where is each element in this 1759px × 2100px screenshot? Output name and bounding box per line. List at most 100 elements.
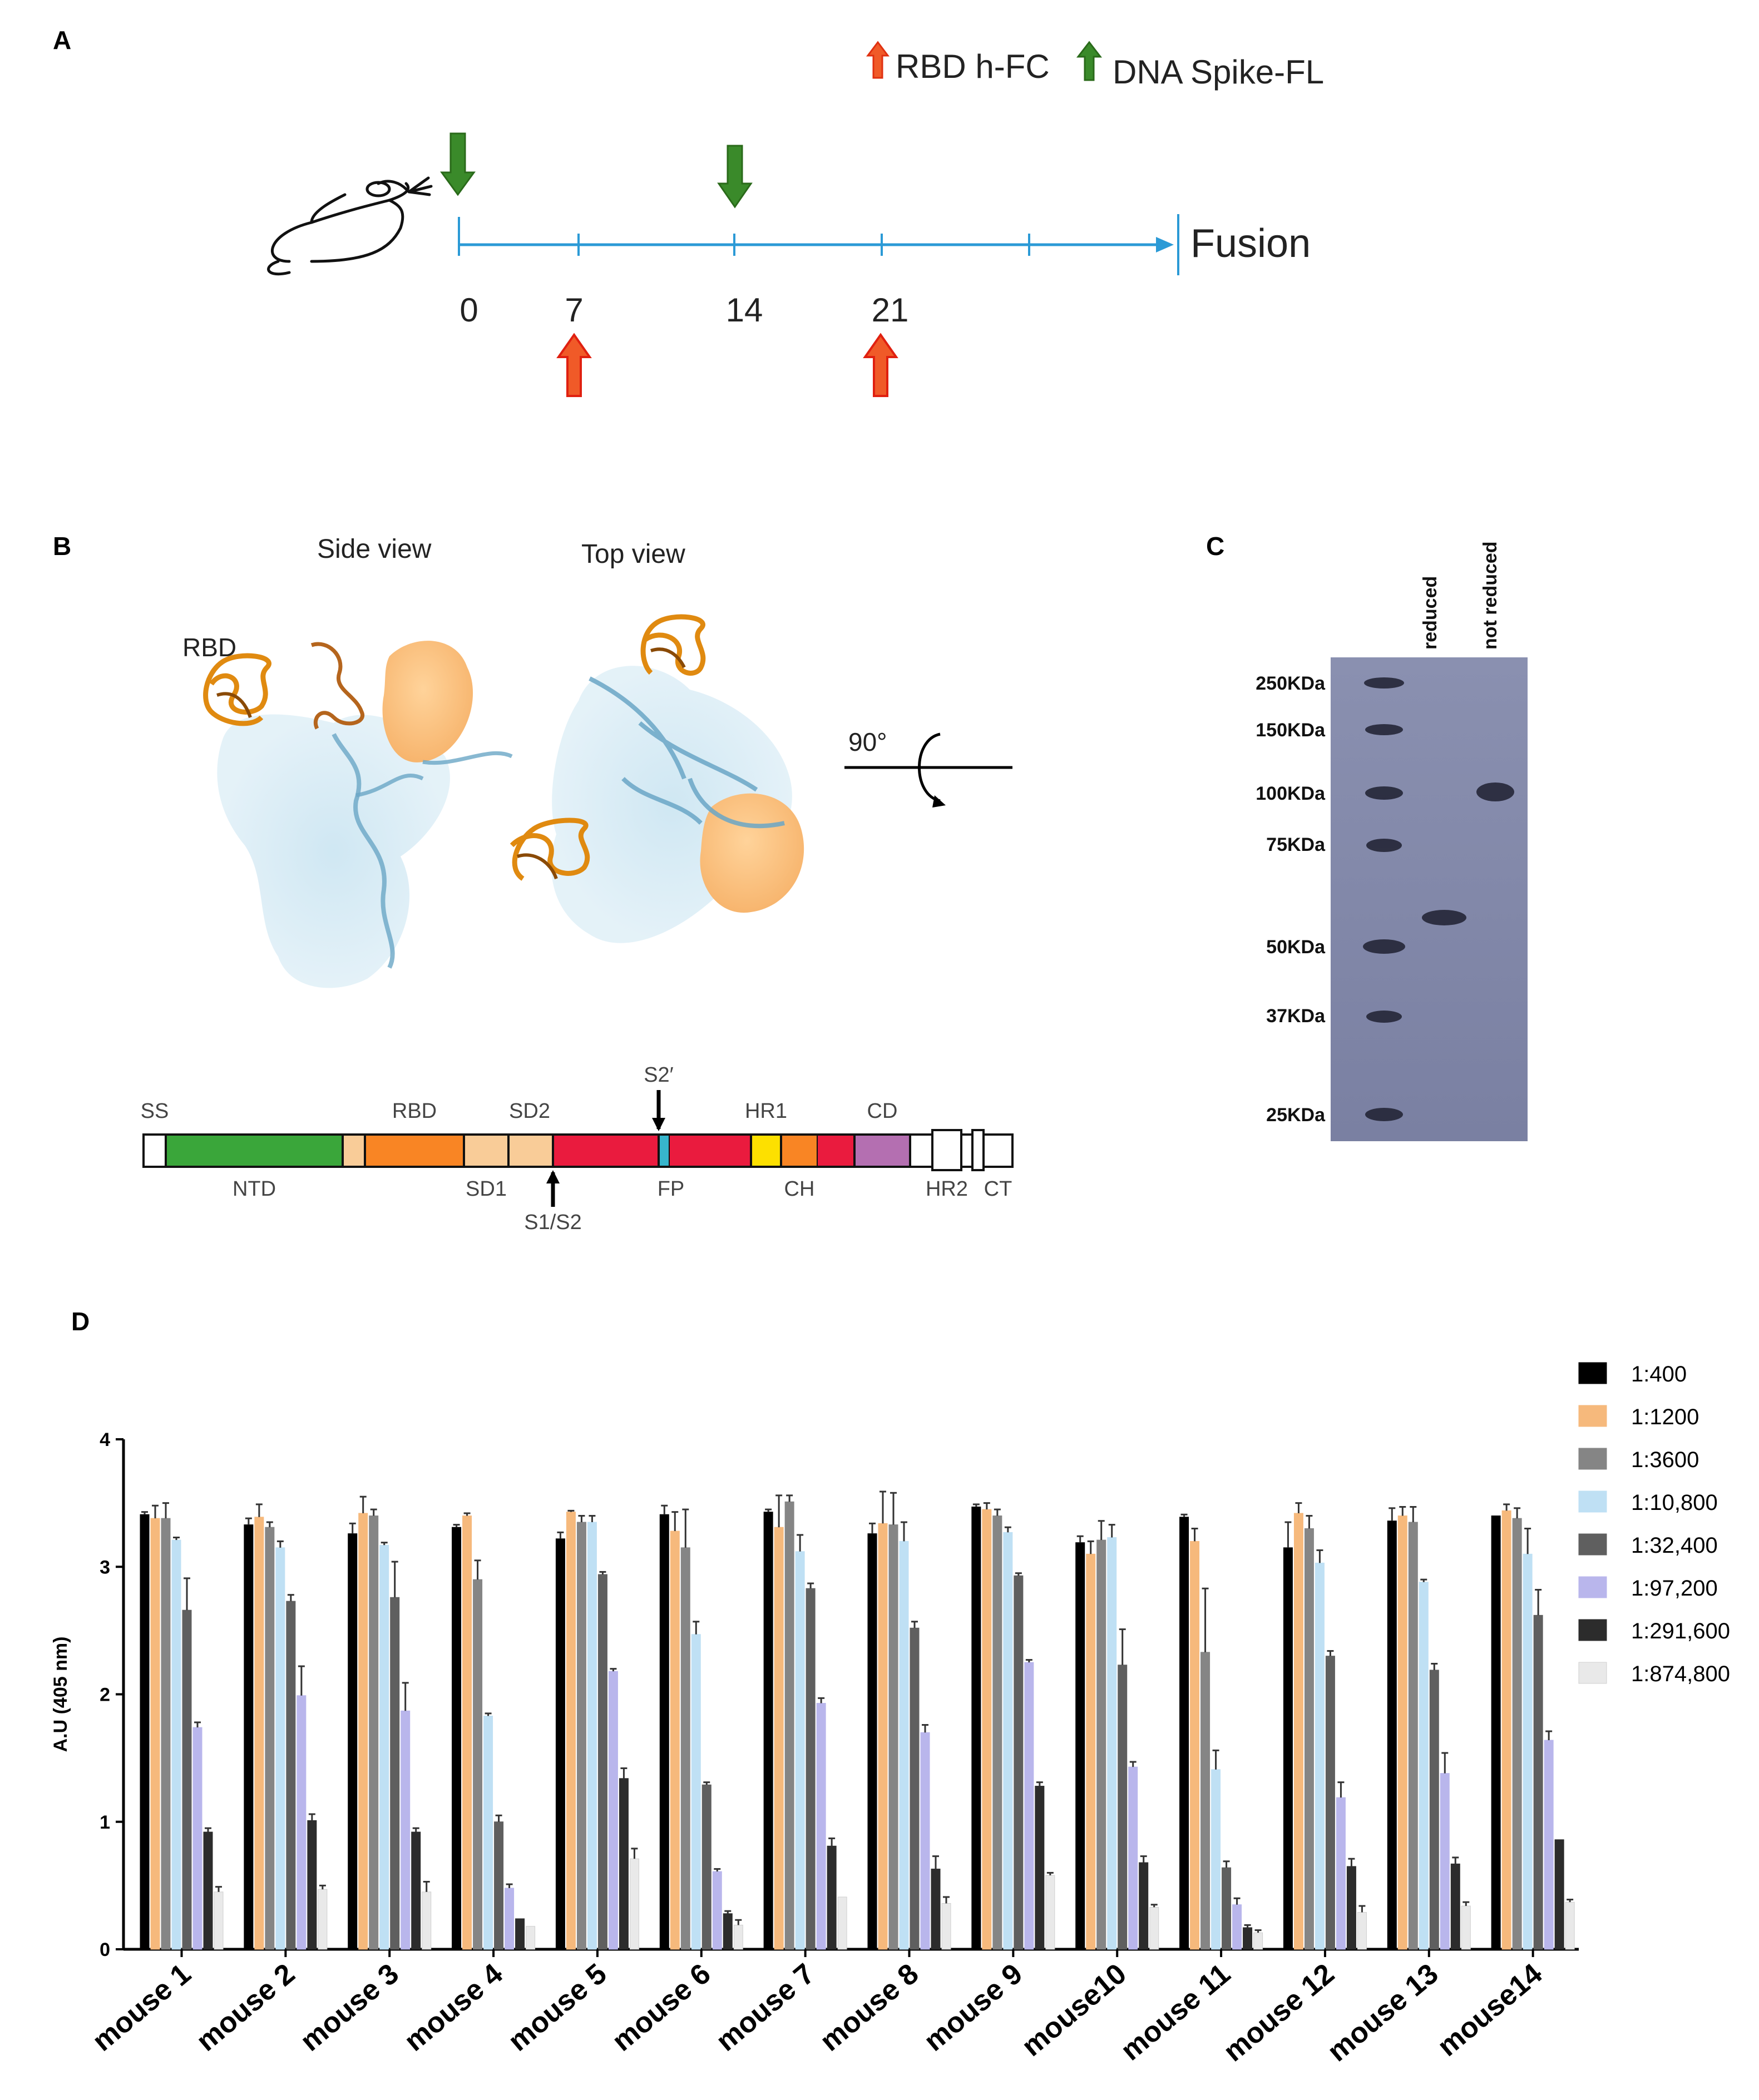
top-view-structure <box>510 614 804 943</box>
marker-label: 75KDa <box>1266 834 1326 855</box>
legend-label: 1:291,600 <box>1631 1619 1730 1643</box>
day-label: 7 <box>565 291 583 329</box>
bar <box>1533 1614 1543 1950</box>
bar <box>379 1544 389 1950</box>
bar <box>140 1514 150 1950</box>
y-tick-label: 2 <box>100 1685 110 1706</box>
bar <box>275 1547 285 1950</box>
bar <box>774 1527 784 1950</box>
bar <box>401 1710 411 1950</box>
spike-domain-map <box>142 1090 1014 1207</box>
y-tick-label: 1 <box>100 1812 110 1833</box>
rotation-label: 90° <box>848 727 887 756</box>
bar <box>670 1531 680 1950</box>
domain-label: HR1 <box>745 1099 787 1123</box>
legend-label: 1:10,800 <box>1631 1490 1718 1515</box>
bar <box>1397 1515 1407 1950</box>
panel-a-legend: RBD h-FC DNA Spike-FL <box>866 41 1324 91</box>
orange-up-arrow-icon <box>863 333 898 397</box>
bar <box>1190 1541 1200 1950</box>
bar <box>1243 1927 1253 1950</box>
domain-label: SD2 <box>509 1099 550 1123</box>
bar <box>763 1512 773 1950</box>
bar <box>941 1903 951 1950</box>
bar <box>827 1845 837 1950</box>
x-tick-label: mouse14 <box>1431 1958 1548 2063</box>
bar <box>1024 1662 1034 1950</box>
bar <box>1283 1547 1293 1950</box>
top-view-label: Top view <box>581 539 685 569</box>
bar <box>659 1514 669 1950</box>
bar <box>1565 1901 1575 1950</box>
x-tick-label: mouse 3 <box>294 1958 405 2058</box>
bar <box>837 1896 847 1950</box>
bar <box>358 1513 368 1950</box>
bar <box>910 1627 920 1950</box>
bar <box>992 1515 1002 1950</box>
bar <box>1096 1539 1106 1950</box>
domain-label: NTD <box>233 1177 276 1201</box>
bar <box>1440 1773 1450 1950</box>
x-tick-label: mouse 2 <box>190 1958 301 2058</box>
bar <box>920 1732 930 1950</box>
x-tick-label: mouse 6 <box>606 1958 717 2058</box>
bar <box>1336 1797 1346 1950</box>
legend-swatch <box>1578 1662 1607 1684</box>
domain-label: FP <box>658 1177 685 1201</box>
bar <box>265 1527 275 1950</box>
bar <box>254 1517 264 1950</box>
bar <box>1523 1553 1533 1950</box>
legend-rbd-label: RBD h-FC <box>896 48 1050 85</box>
legend-label: 1:874,800 <box>1631 1662 1730 1686</box>
bar <box>1222 1867 1232 1950</box>
bar <box>712 1871 722 1950</box>
bar <box>297 1695 307 1950</box>
legend-label: 1:1200 <box>1631 1405 1699 1429</box>
legend-swatch <box>1578 1619 1607 1641</box>
bar <box>483 1715 493 1950</box>
bar <box>608 1671 618 1950</box>
legend-swatch <box>1578 1533 1607 1556</box>
bar <box>494 1821 504 1950</box>
x-tick-label: mouse 1 <box>86 1958 197 2058</box>
bar <box>1075 1542 1085 1950</box>
panel-c-letter: C <box>1206 532 1224 561</box>
legend-label: 1:32,400 <box>1631 1533 1718 1558</box>
bar <box>307 1820 317 1950</box>
legend-dna-label: DNA Spike-FL <box>1113 53 1324 91</box>
x-tick-label: mouse 12 <box>1218 1958 1341 2068</box>
bar <box>244 1524 254 1950</box>
x-tick-label: mouse 8 <box>814 1958 925 2058</box>
bar <box>161 1518 171 1950</box>
domain-label: HR2 <box>926 1177 968 1201</box>
marker-label: 37KDa <box>1266 1006 1326 1027</box>
bar <box>576 1522 586 1950</box>
bar <box>784 1501 794 1950</box>
bar <box>619 1778 629 1950</box>
bar <box>1253 1932 1263 1950</box>
bar <box>629 1858 639 1950</box>
gel-ladder <box>1363 677 1405 1121</box>
bar <box>566 1512 576 1950</box>
bar <box>795 1551 805 1950</box>
day-label: 14 <box>726 291 763 329</box>
y-tick-label: 0 <box>100 1939 110 1960</box>
lane-label: not reduced <box>1480 541 1501 650</box>
gel-image <box>1331 657 1528 1141</box>
orange-up-arrow-icon <box>866 41 890 79</box>
bar <box>806 1588 816 1950</box>
bar <box>214 1891 224 1950</box>
domain-label: CH <box>784 1177 815 1201</box>
panel-b-letter: B <box>53 532 71 561</box>
legend-swatch <box>1578 1362 1607 1384</box>
domain-label: SD1 <box>466 1177 507 1201</box>
x-tick-label: mouse 13 <box>1321 1958 1444 2068</box>
bar <box>1304 1528 1314 1950</box>
bar <box>348 1533 358 1950</box>
y-axis-label: A.U (405 nm) <box>50 1637 71 1752</box>
bar <box>369 1515 379 1950</box>
bar <box>1554 1839 1564 1950</box>
x-tick-label: mouse 9 <box>918 1958 1029 2058</box>
